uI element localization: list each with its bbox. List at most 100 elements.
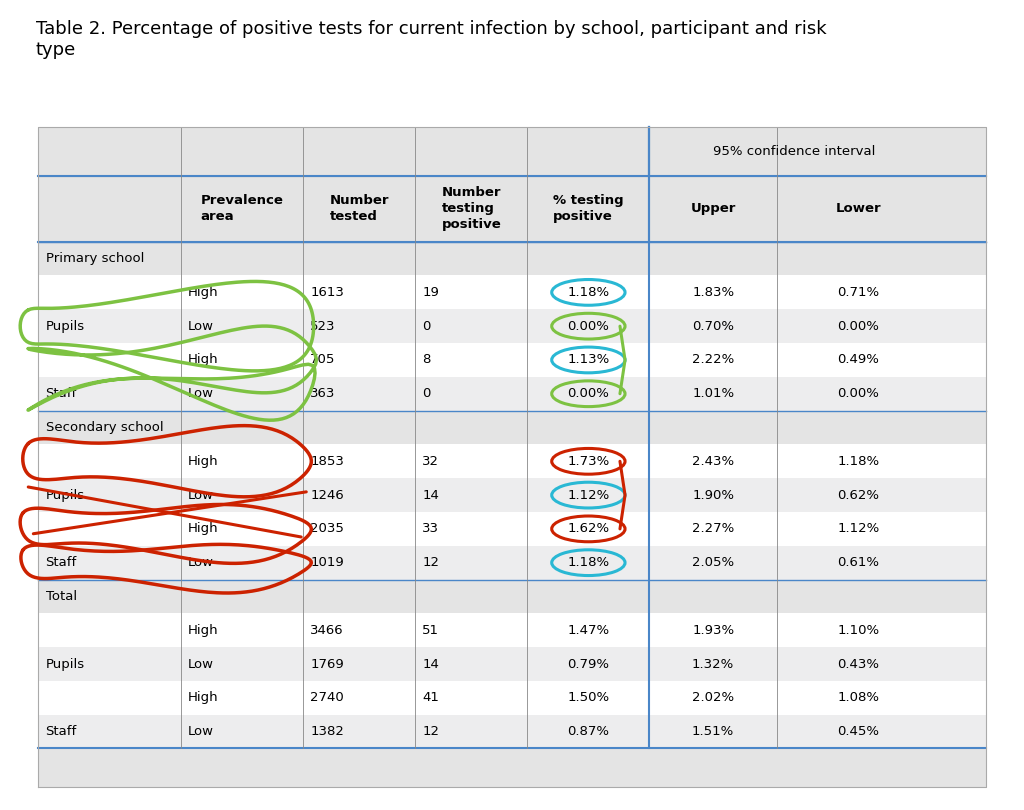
Text: 1.83%: 1.83% <box>692 286 734 299</box>
Text: Pupils: Pupils <box>45 488 85 501</box>
Text: 1019: 1019 <box>310 556 344 569</box>
Text: 1853: 1853 <box>310 454 344 468</box>
FancyBboxPatch shape <box>39 445 985 478</box>
Text: 2.22%: 2.22% <box>692 353 734 366</box>
FancyBboxPatch shape <box>39 127 985 787</box>
FancyBboxPatch shape <box>39 411 985 445</box>
FancyBboxPatch shape <box>39 681 985 714</box>
Text: 3466: 3466 <box>310 624 344 637</box>
Text: Pupils: Pupils <box>45 320 85 333</box>
Text: 0.45%: 0.45% <box>838 725 880 738</box>
Text: Number
testing
positive: Number testing positive <box>441 186 501 231</box>
Text: 705: 705 <box>310 353 336 366</box>
Text: 1.18%: 1.18% <box>567 556 609 569</box>
Text: 0.43%: 0.43% <box>838 658 880 671</box>
Text: Lower: Lower <box>836 202 881 215</box>
Text: 1.01%: 1.01% <box>692 387 734 400</box>
Text: 2035: 2035 <box>310 522 344 535</box>
Text: 0: 0 <box>422 387 431 400</box>
Text: Low: Low <box>188 725 214 738</box>
Text: High: High <box>188 624 219 637</box>
Text: 0.00%: 0.00% <box>838 387 880 400</box>
Text: % testing
positive: % testing positive <box>553 194 624 224</box>
FancyBboxPatch shape <box>39 309 985 343</box>
FancyBboxPatch shape <box>39 580 985 613</box>
Text: Upper: Upper <box>690 202 736 215</box>
Text: 1.18%: 1.18% <box>567 286 609 299</box>
Text: High: High <box>188 522 219 535</box>
Text: 2.05%: 2.05% <box>692 556 734 569</box>
Text: 0.00%: 0.00% <box>567 387 609 400</box>
Text: Table 2. Percentage of positive tests for current infection by school, participa: Table 2. Percentage of positive tests fo… <box>36 20 826 59</box>
Text: 8: 8 <box>422 353 431 366</box>
Text: High: High <box>188 691 219 705</box>
FancyBboxPatch shape <box>39 647 985 681</box>
Text: 0.00%: 0.00% <box>838 320 880 333</box>
Text: 0: 0 <box>422 320 431 333</box>
Text: Low: Low <box>188 387 214 400</box>
Text: Prevalence
area: Prevalence area <box>201 194 284 224</box>
FancyBboxPatch shape <box>39 176 985 241</box>
Text: 1.47%: 1.47% <box>567 624 609 637</box>
Text: Low: Low <box>188 658 214 671</box>
Text: 33: 33 <box>422 522 439 535</box>
Text: 14: 14 <box>422 658 439 671</box>
FancyBboxPatch shape <box>39 127 985 176</box>
Text: High: High <box>188 454 219 468</box>
Text: 1246: 1246 <box>310 488 344 501</box>
Text: 1.10%: 1.10% <box>838 624 880 637</box>
Text: Primary school: Primary school <box>45 252 144 265</box>
Text: 2.43%: 2.43% <box>692 454 734 468</box>
Text: 32: 32 <box>422 454 439 468</box>
Text: 1.08%: 1.08% <box>838 691 880 705</box>
Text: 0.49%: 0.49% <box>838 353 880 366</box>
FancyBboxPatch shape <box>39 613 985 647</box>
FancyBboxPatch shape <box>39 478 985 512</box>
Text: 0.71%: 0.71% <box>838 286 880 299</box>
FancyBboxPatch shape <box>39 512 985 546</box>
FancyBboxPatch shape <box>39 546 985 580</box>
Text: 1.93%: 1.93% <box>692 624 734 637</box>
Text: Total: Total <box>45 590 77 603</box>
Text: 2740: 2740 <box>310 691 344 705</box>
Text: Pupils: Pupils <box>45 658 85 671</box>
Text: Number
tested: Number tested <box>330 194 389 224</box>
Text: 1.12%: 1.12% <box>838 522 880 535</box>
Text: 1.32%: 1.32% <box>692 658 734 671</box>
Text: 523: 523 <box>310 320 336 333</box>
Text: High: High <box>188 353 219 366</box>
FancyBboxPatch shape <box>39 241 985 275</box>
Text: Low: Low <box>188 488 214 501</box>
Text: Low: Low <box>188 320 214 333</box>
Text: 41: 41 <box>422 691 439 705</box>
Text: 19: 19 <box>422 286 439 299</box>
Text: 1.12%: 1.12% <box>567 488 609 501</box>
FancyBboxPatch shape <box>39 377 985 411</box>
Text: 0.00%: 0.00% <box>567 320 609 333</box>
Text: 12: 12 <box>422 556 439 569</box>
Text: 14: 14 <box>422 488 439 501</box>
Text: 0.62%: 0.62% <box>838 488 880 501</box>
Text: 1.51%: 1.51% <box>692 725 734 738</box>
Text: 0.70%: 0.70% <box>692 320 734 333</box>
Text: 1.73%: 1.73% <box>567 454 609 468</box>
Text: 1.18%: 1.18% <box>838 454 880 468</box>
Text: 1.50%: 1.50% <box>567 691 609 705</box>
FancyBboxPatch shape <box>39 343 985 377</box>
Text: Staff: Staff <box>45 556 77 569</box>
FancyBboxPatch shape <box>39 275 985 309</box>
Text: 0.79%: 0.79% <box>567 658 609 671</box>
Text: 1769: 1769 <box>310 658 344 671</box>
Text: 51: 51 <box>422 624 439 637</box>
Text: 1613: 1613 <box>310 286 344 299</box>
Text: 12: 12 <box>422 725 439 738</box>
FancyBboxPatch shape <box>39 714 985 748</box>
Text: 363: 363 <box>310 387 336 400</box>
Text: Staff: Staff <box>45 725 77 738</box>
Text: 2.02%: 2.02% <box>692 691 734 705</box>
Text: 1.90%: 1.90% <box>692 488 734 501</box>
Text: Secondary school: Secondary school <box>45 421 163 434</box>
Text: 1.62%: 1.62% <box>567 522 609 535</box>
Text: 0.61%: 0.61% <box>838 556 880 569</box>
Text: Low: Low <box>188 556 214 569</box>
